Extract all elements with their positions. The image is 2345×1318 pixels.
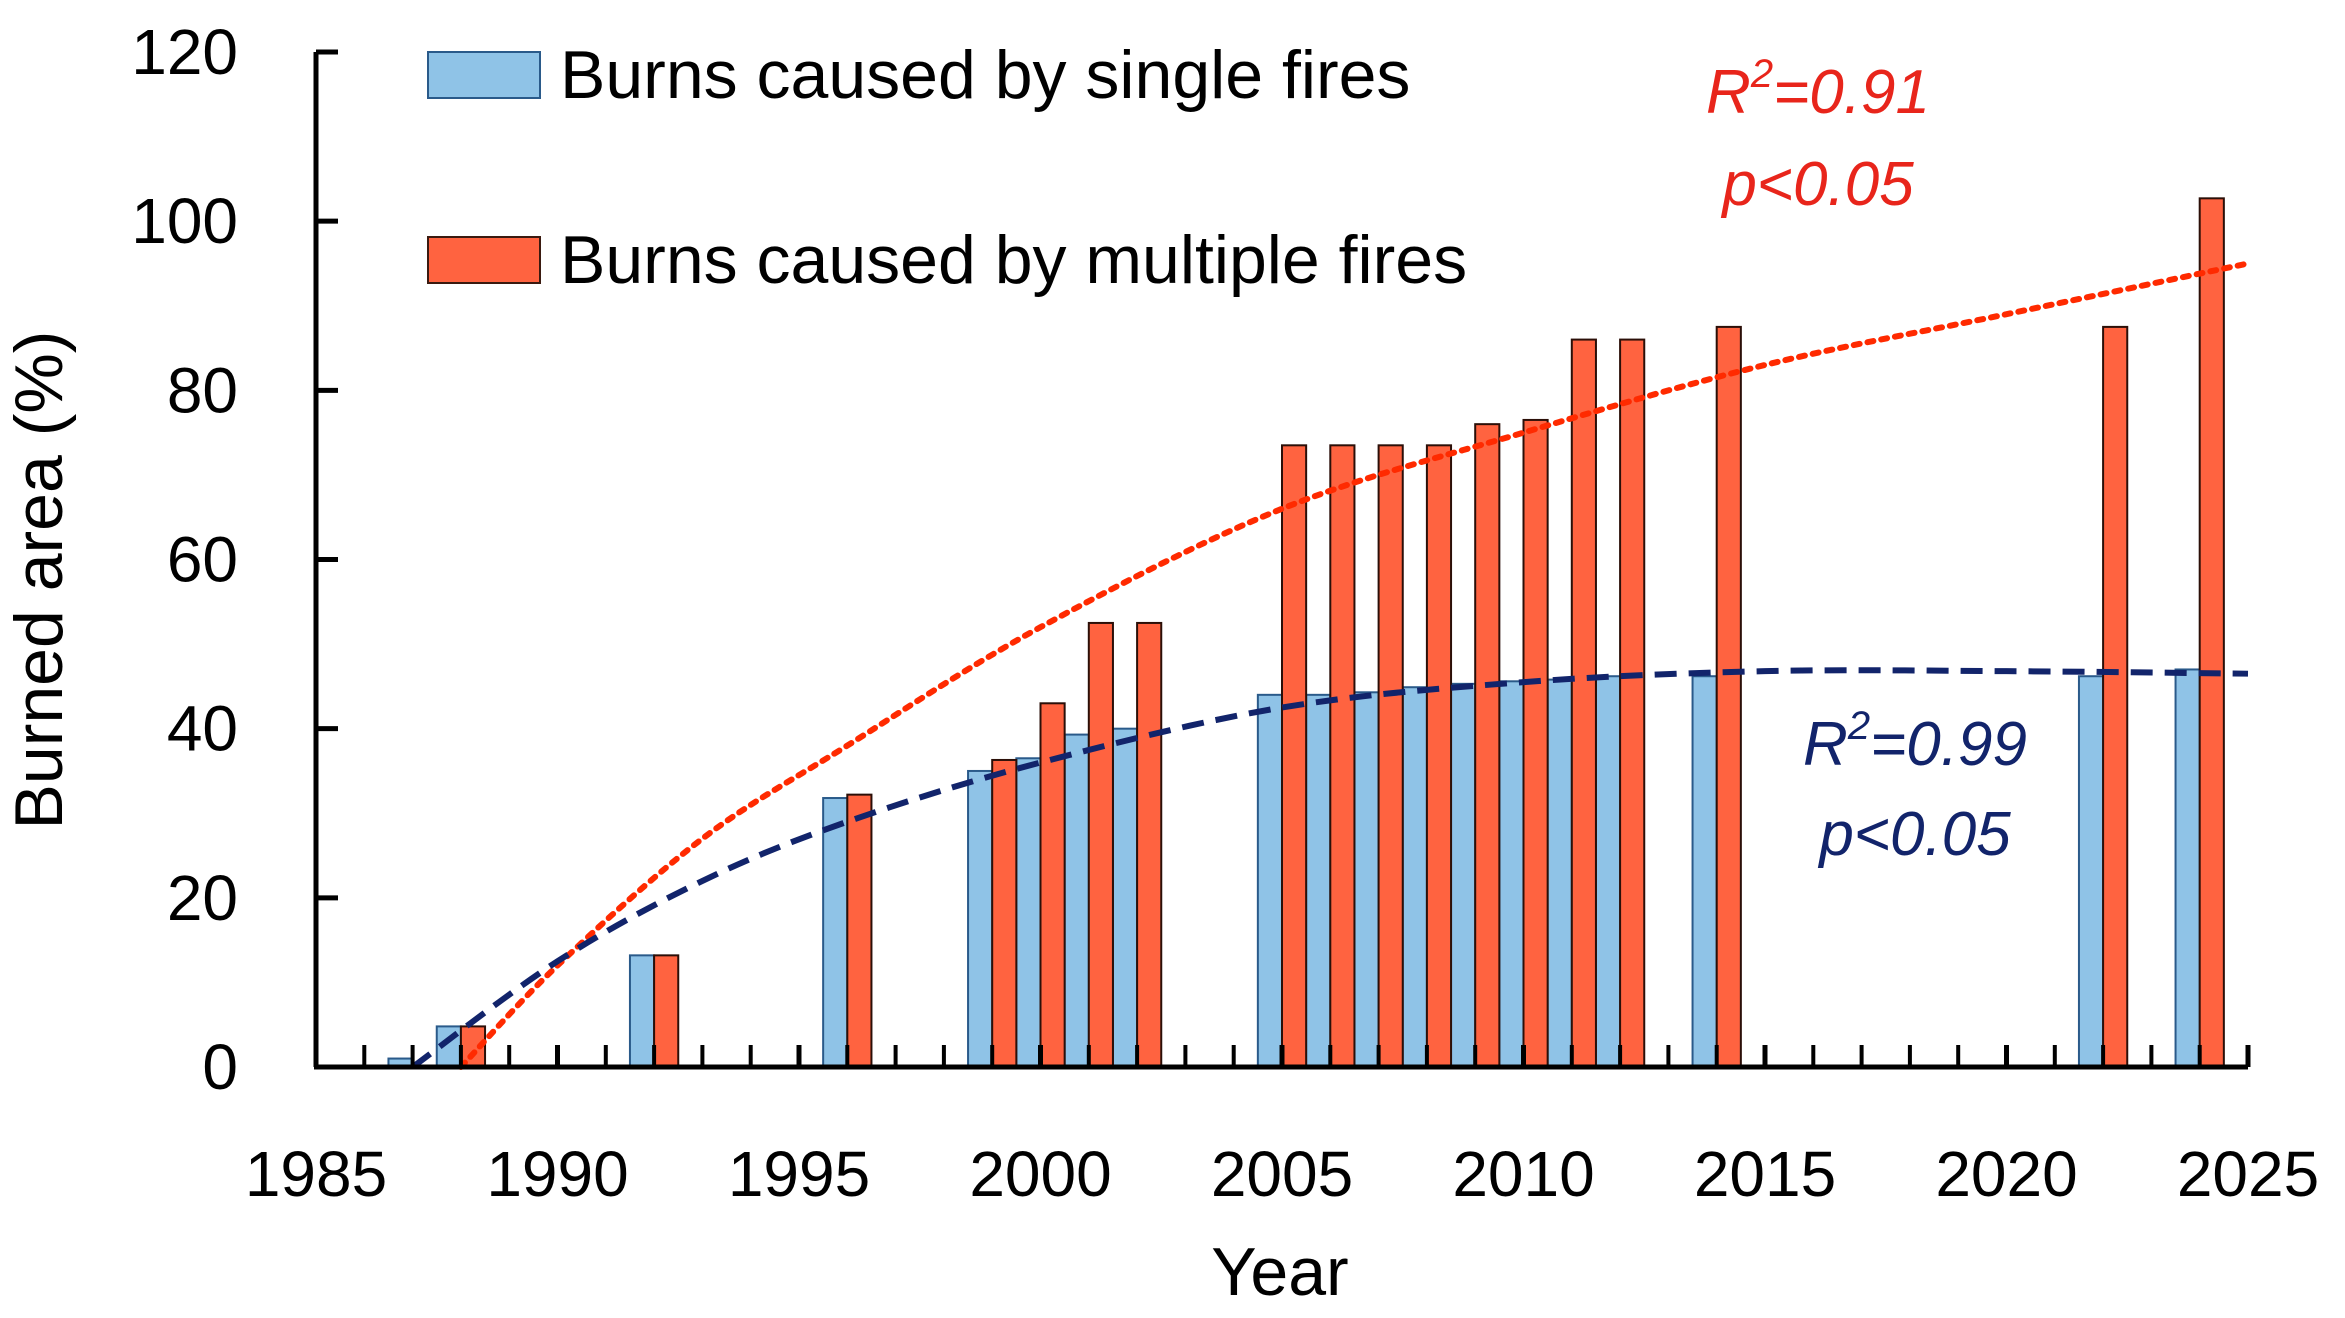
x-tick-label: 2025 [2177, 1138, 2319, 1210]
r-squared-value: =0.91 [1773, 58, 1930, 127]
bar-single-fires [1256, 693, 1283, 1068]
bar-multiple-fires [1522, 418, 1549, 1068]
bar-multiple-fires [1087, 621, 1114, 1068]
y-tick-label: 100 [131, 185, 238, 257]
bar-single-fires [1063, 733, 1090, 1069]
bar-multiple-fires [1377, 444, 1404, 1068]
legend-label-single-fires: Burns caused by single fires [560, 37, 1410, 113]
bar-single-fires [1450, 682, 1477, 1069]
axes-layer: 0 20 40 60 80 100 120 1985 1990 1995 2000 2005 2010 2… [131, 16, 2319, 1210]
bar-single-fires [2174, 668, 2201, 1068]
bar-multiple-fires [1425, 444, 1453, 1068]
bar-multiple-fires [1281, 444, 1308, 1068]
bar-single-fires [1353, 691, 1380, 1068]
bar-single-fires [1691, 675, 1718, 1068]
bar-single-fires [1594, 675, 1622, 1068]
x-tick-label: 1990 [486, 1138, 628, 1210]
y-tick-label: 20 [167, 862, 238, 934]
bar-single-fires [1401, 686, 1428, 1068]
trendlines-layer [410, 260, 2251, 1070]
bar-multiple-fires [653, 954, 680, 1068]
bar-single-fires [1111, 727, 1139, 1069]
x-tick-label: 2020 [1935, 1138, 2077, 1210]
bar-multiple-fires [1329, 444, 1356, 1068]
y-tick-label: 120 [131, 16, 238, 88]
bar-single-fires [967, 769, 994, 1068]
bar-multiple-fires [1474, 423, 1501, 1068]
x-tick-label: 1985 [245, 1138, 387, 1210]
r-squared-single-fires: R2=0.99 [1803, 704, 2027, 779]
annotation-single-fires: R2=0.99 p<0.05 [1803, 704, 2027, 869]
bars-layer [387, 197, 2225, 1069]
r-squared-symbol: R [1706, 58, 1751, 127]
y-axis-title: Burned area (%) [1, 331, 77, 830]
r-squared-superscript: 2 [1750, 52, 1773, 96]
p-value-single-fires: p<0.05 [1817, 800, 2011, 869]
r-squared-symbol: R [1803, 710, 1848, 779]
r-squared-value: =0.99 [1870, 710, 2027, 779]
annotation-multiple-fires: R2=0.91 p<0.05 [1706, 52, 1930, 219]
legend-swatch-multiple-fires [427, 236, 541, 284]
bar-multiple-fires [2102, 325, 2129, 1069]
x-axis-title: Year [1211, 1234, 1348, 1310]
x-tick-label: 2010 [1452, 1138, 1594, 1210]
trendline-single-fires [410, 667, 2249, 1070]
y-tick-label: 0 [202, 1031, 238, 1103]
bar-multiple-fires [2198, 197, 2225, 1068]
bar-multiple-fires [846, 793, 873, 1068]
p-value-multiple-fires: p<0.05 [1720, 150, 1914, 219]
bar-single-fires [2077, 675, 2105, 1068]
legend: Burns caused by single fires Burns cause… [427, 37, 1467, 298]
bar-multiple-fires [1570, 338, 1597, 1069]
bar-single-fires [1498, 680, 1525, 1068]
x-tick-label: 2015 [1694, 1138, 1836, 1210]
bar-single-fires [1015, 757, 1042, 1068]
bar-multiple-fires [1619, 338, 1646, 1069]
bar-single-fires [1305, 693, 1332, 1068]
y-tick-label: 40 [167, 693, 238, 765]
bar-multiple-fires [1136, 621, 1163, 1068]
y-tick-label: 80 [167, 354, 238, 426]
x-tick-label: 2005 [1211, 1138, 1353, 1210]
legend-swatch-single-fires [427, 51, 541, 99]
y-tick-label: 60 [167, 524, 238, 596]
r-squared-multiple-fires: R2=0.91 [1706, 52, 1930, 127]
bar-multiple-fires [1715, 325, 1742, 1069]
trendline-multiple-fires [457, 260, 2251, 1070]
bar-multiple-fires [991, 758, 1018, 1069]
bar-single-fires [1546, 678, 1573, 1068]
x-tick-label: 2000 [969, 1138, 1111, 1210]
bar-single-fires [628, 954, 656, 1068]
bar-single-fires [822, 797, 849, 1069]
r-squared-superscript: 2 [1847, 704, 1870, 748]
x-tick-label: 1995 [728, 1138, 870, 1210]
bar-multiple-fires [1039, 702, 1066, 1069]
legend-label-multiple-fires: Burns caused by multiple fires [560, 222, 1467, 298]
